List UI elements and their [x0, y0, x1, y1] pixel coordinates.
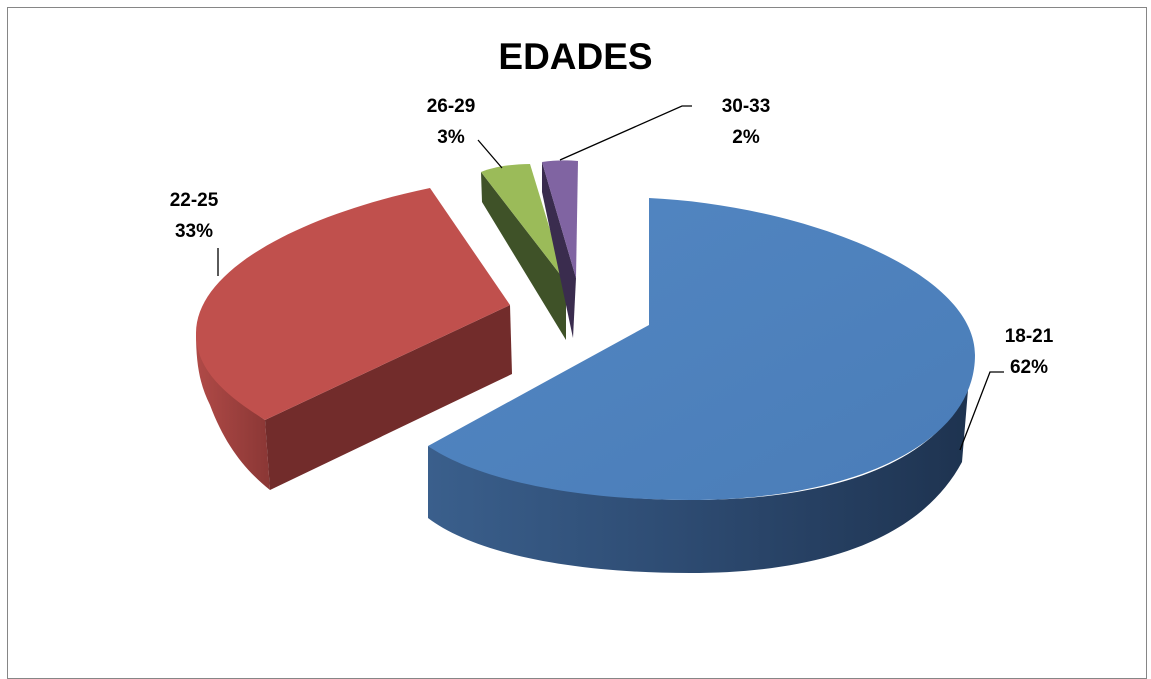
- slice-22-25-cut-face: [265, 305, 512, 490]
- slice-22-25-top: [196, 188, 510, 420]
- label-22-25-category: 22-25: [170, 190, 219, 211]
- label-26-29-category: 26-29: [427, 96, 476, 117]
- slice-26-29: [481, 164, 566, 340]
- slice-30-33-top: [542, 160, 578, 278]
- slice-22-25: [196, 188, 512, 490]
- label-18-21-category: 18-21: [1005, 326, 1054, 347]
- label-18-21-percent: 62%: [1010, 357, 1048, 378]
- slice-18-21: [428, 198, 975, 573]
- slice-18-21-top: [428, 198, 975, 500]
- chart-title: EDADES: [498, 36, 653, 77]
- slice-26-29-side: [481, 172, 566, 340]
- label-26-29-percent: 3%: [437, 127, 465, 148]
- slice-26-29-top: [481, 164, 566, 282]
- label-30-33-category: 30-33: [722, 96, 771, 117]
- label-30-33-percent: 2%: [732, 127, 760, 148]
- leader-line-30-33: [559, 105, 692, 161]
- leader-line-26-29: [477, 139, 503, 169]
- slice-30-33-side: [542, 162, 576, 338]
- slice-22-25-outer-side: [196, 333, 270, 490]
- leader-line-18-21: [959, 371, 1004, 451]
- slice-18-21-side: [428, 390, 968, 573]
- slice-30-33: [542, 160, 578, 338]
- label-22-25-percent: 33%: [175, 221, 213, 242]
